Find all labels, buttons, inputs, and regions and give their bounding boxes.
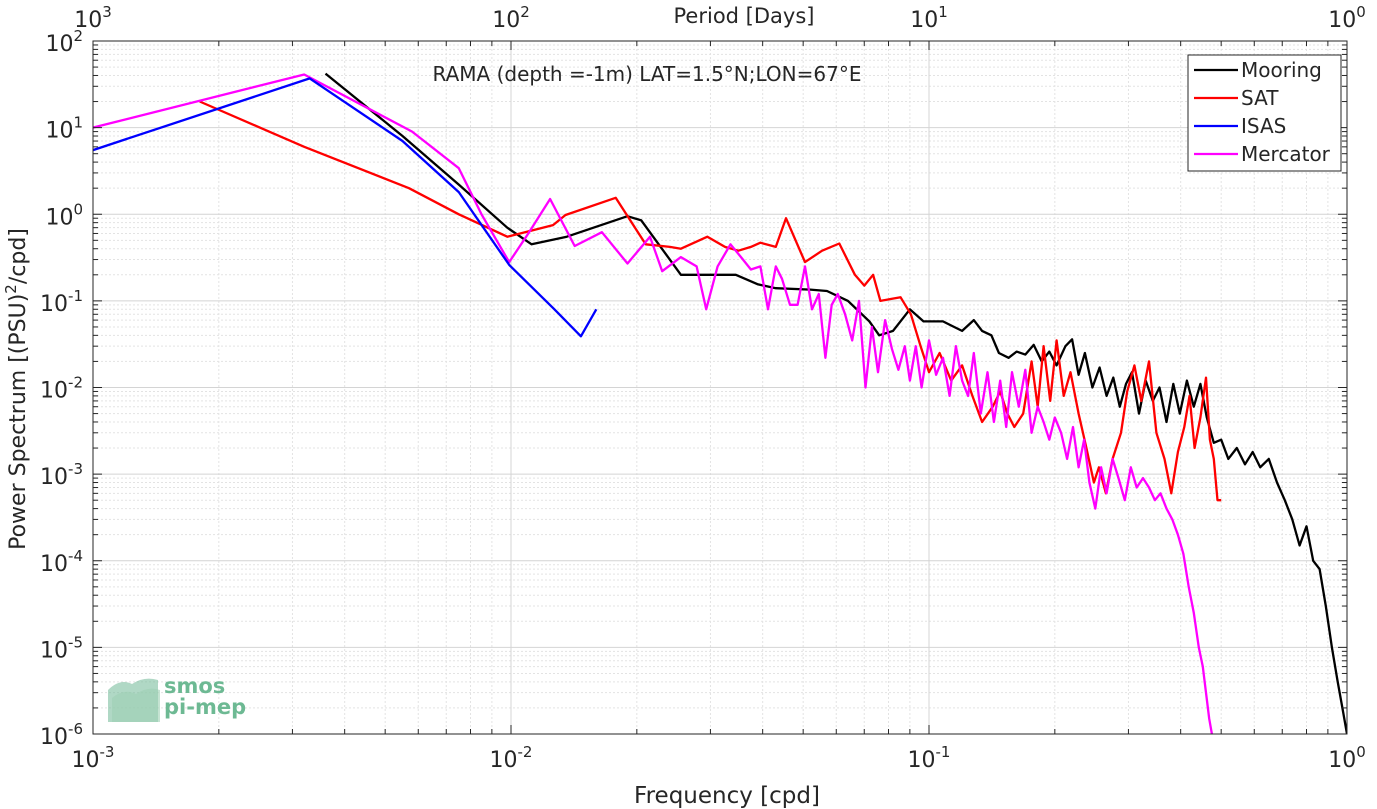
x-tick-label: 100 [1328,743,1366,773]
top-tick-label-base: 10 [74,8,102,33]
y-tick-label-exponent: 2 [73,27,83,45]
y-tick-label-base: 10 [40,379,68,404]
y-tick-label-base: 10 [40,292,68,317]
x-tick-label-exponent: -3 [100,743,115,761]
logo-wave-icon-2 [112,688,160,722]
y-tick-label: 10-4 [40,547,83,577]
y-tick-label: 10-6 [40,720,83,750]
top-tick-label: 102 [492,3,530,33]
top-tick-label-base: 10 [1328,8,1356,33]
x-tick-labels: 10-3 10-2 10-1 100 [72,743,1366,773]
tick-marks [92,40,1348,735]
top-tick-label-exponent: 3 [102,3,112,21]
series-line-mooring [324,72,1347,734]
x-tick-label-exponent: -2 [518,743,533,761]
legend-box [1187,54,1342,172]
x-axis-label: Frequency [cpd] [634,783,820,809]
top-tick-labels: 103 102 101 100 [74,3,1366,33]
top-tick-label-base: 10 [492,8,520,33]
y-tick-label: 10-1 [40,287,83,317]
x-tick-label-exponent: 0 [1356,743,1366,761]
y-tick-label-base: 10 [40,552,68,577]
legend-label-isas: ISAS [1241,114,1286,138]
y-axis-label-main: Power Spectrum [(PSU) [6,294,31,550]
y-tick-label-base: 10 [40,638,68,663]
top-tick-label: 101 [910,3,948,33]
y-tick-label-exponent: -2 [68,374,83,392]
x-tick-label-base: 10 [72,748,100,773]
y-tick-label-base: 10 [45,119,73,144]
x-tick-label: 10-3 [72,743,115,773]
top-tick-label-exponent: 0 [1356,3,1366,21]
x-tick-label-base: 10 [1328,748,1356,773]
y-tick-label-base: 10 [45,205,73,230]
y-tick-label-exponent: 0 [73,200,83,218]
top-tick-label-base: 10 [910,8,938,33]
y-tick-label: 10-2 [40,374,83,404]
y-tick-label: 100 [45,200,83,230]
series-line-isas [93,77,598,338]
y-tick-label-base: 10 [45,32,73,57]
top-tick-label: 103 [74,3,112,33]
y-axis-label-sup: 2 [2,284,20,294]
x-tick-label: 10-1 [908,743,951,773]
chart-title: RAMA (depth =-1m) LAT=1.5°N;LON=67°E [433,62,862,86]
y-axis-label-tail: /cpd] [6,228,31,284]
y-tick-label: 10-5 [40,633,83,663]
logo-line2: pi-mep [164,695,246,719]
watermark-logo: smos pi-mep [108,674,246,722]
top-axis-label: Period [Days] [674,4,815,28]
y-tick-label-exponent: -4 [68,547,83,565]
y-tick-label-base: 10 [40,465,68,490]
x-tick-label-base: 10 [490,748,518,773]
y-tick-label: 102 [45,27,83,57]
legend-label-sat: SAT [1241,86,1279,110]
x-tick-label-exponent: -1 [936,743,951,761]
legend-label-mooring: Mooring [1241,58,1322,82]
y-tick-label: 10-3 [40,460,83,490]
series-layer [93,72,1347,734]
y-tick-label-exponent: 1 [73,114,83,132]
legend-label-mercator: Mercator [1241,142,1331,166]
y-tick-label-exponent: -6 [68,720,83,738]
y-tick-label: 101 [45,114,83,144]
series-line-mercator [93,73,1214,734]
y-tick-label-exponent: -3 [68,460,83,478]
y-tick-label-exponent: -1 [68,287,83,305]
top-tick-label-exponent: 2 [520,3,530,21]
y-axis-label: Power Spectrum [(PSU)2/cpd] [2,228,31,550]
top-tick-label-exponent: 1 [938,3,948,21]
legend: Mooring SAT ISAS Mercator [1187,54,1342,172]
x-tick-label-base: 10 [908,748,936,773]
top-tick-label: 100 [1328,3,1366,33]
x-tick-label: 10-2 [490,743,533,773]
y-tick-label-exponent: -5 [68,633,83,651]
y-tick-label-base: 10 [40,725,68,750]
logo-line1: smos [164,674,225,698]
